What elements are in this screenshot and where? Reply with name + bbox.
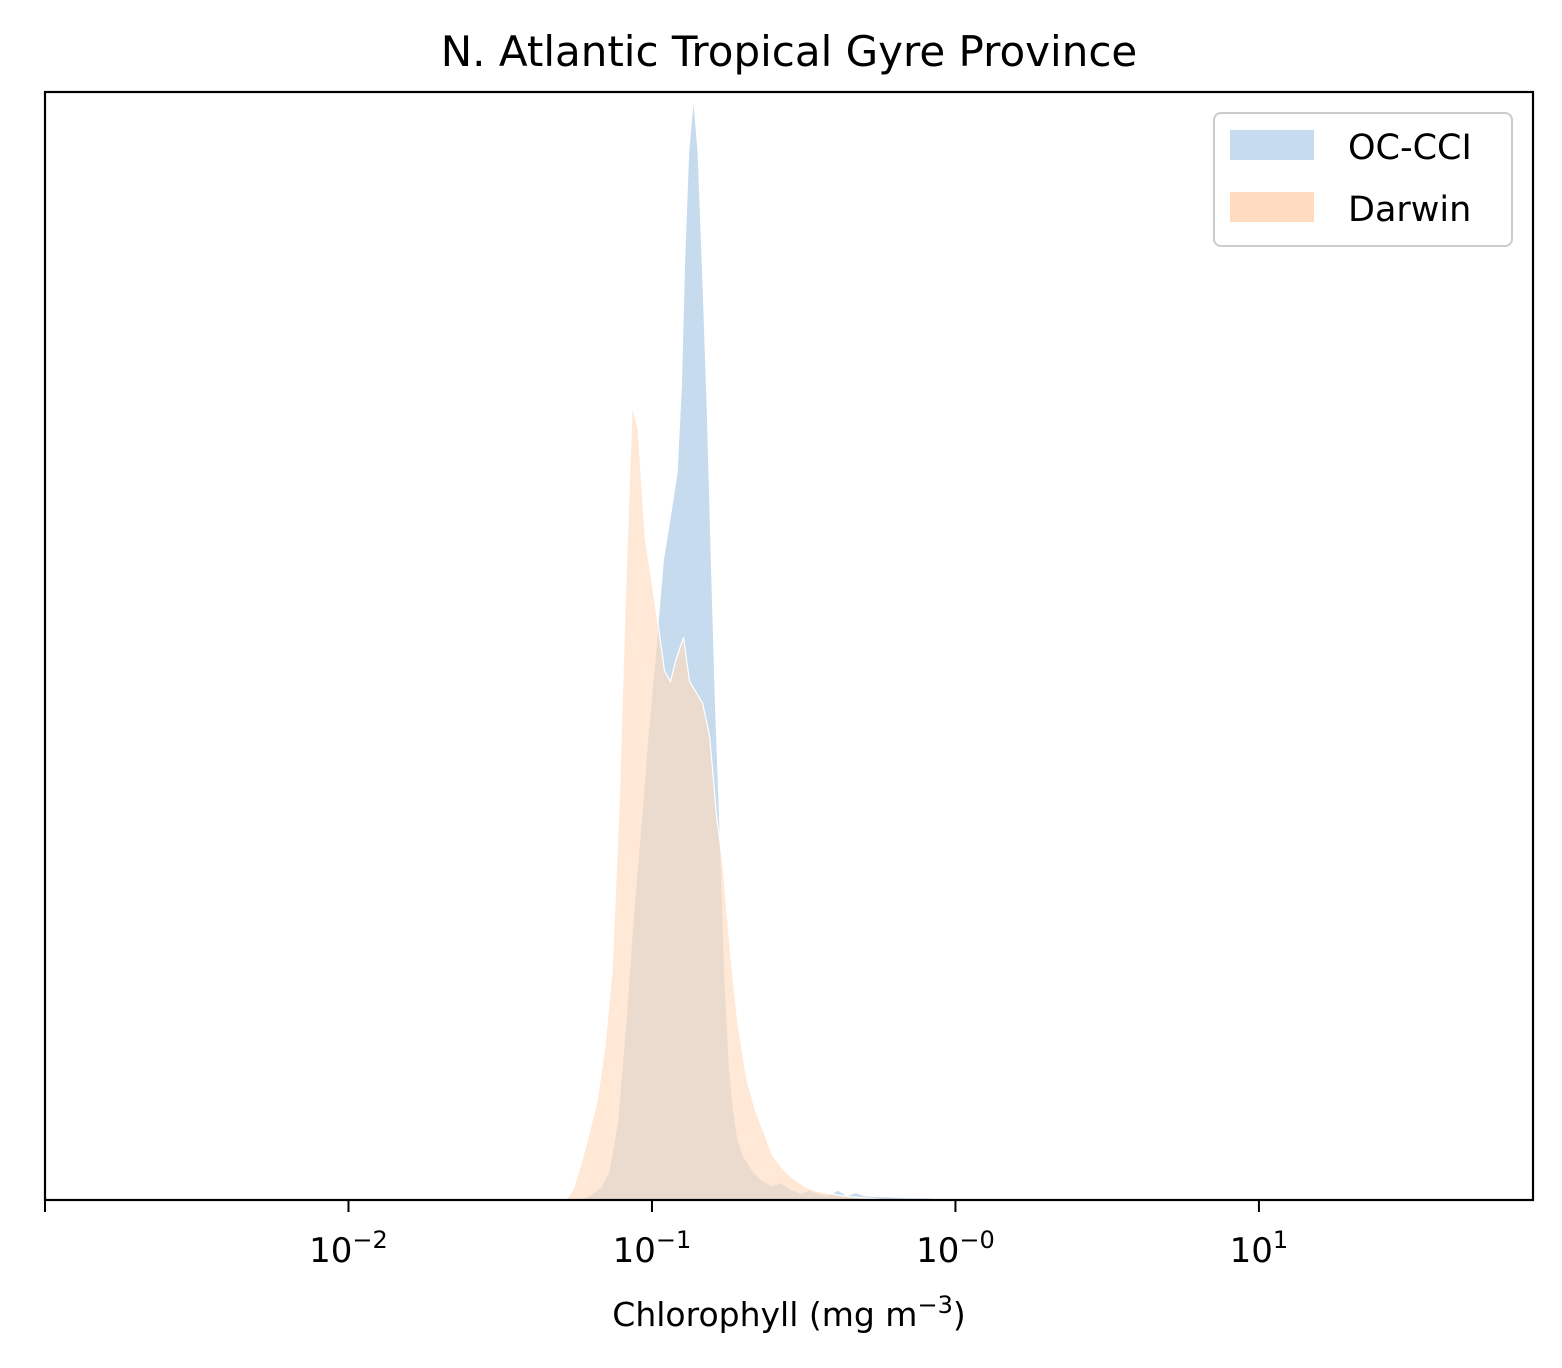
- x-axis-label-text: Chlorophyll (mg m: [612, 1295, 917, 1334]
- x-axis-label-suffix: ): [953, 1295, 966, 1334]
- x-axis-ticks: 10−2 10−1 10−0 101: [44, 1200, 1289, 1271]
- legend-swatch-oc-cci: [1230, 130, 1314, 160]
- x-axis-label: Chlorophyll (mg m−3): [612, 1291, 965, 1334]
- series-area-darwin: [564, 405, 889, 1201]
- x-tick-label: 10−2: [309, 1226, 388, 1271]
- plot-area: [564, 96, 1139, 1201]
- legend-label-darwin: Darwin: [1348, 190, 1471, 230]
- plot-frame: [43, 90, 1535, 1202]
- x-axis-label-exponent: −3: [917, 1291, 952, 1319]
- x-tick-label: 10−1: [613, 1226, 692, 1271]
- legend-swatch-darwin: [1230, 192, 1314, 222]
- x-tick-label: 101: [1230, 1226, 1289, 1271]
- x-tick-label: 10−0: [916, 1226, 995, 1271]
- legend-label-oc-cci: OC-CCI: [1348, 128, 1472, 168]
- legend: OC-CCI Darwin: [1213, 112, 1513, 247]
- chart-title: N. Atlantic Tropical Gyre Province: [441, 27, 1138, 76]
